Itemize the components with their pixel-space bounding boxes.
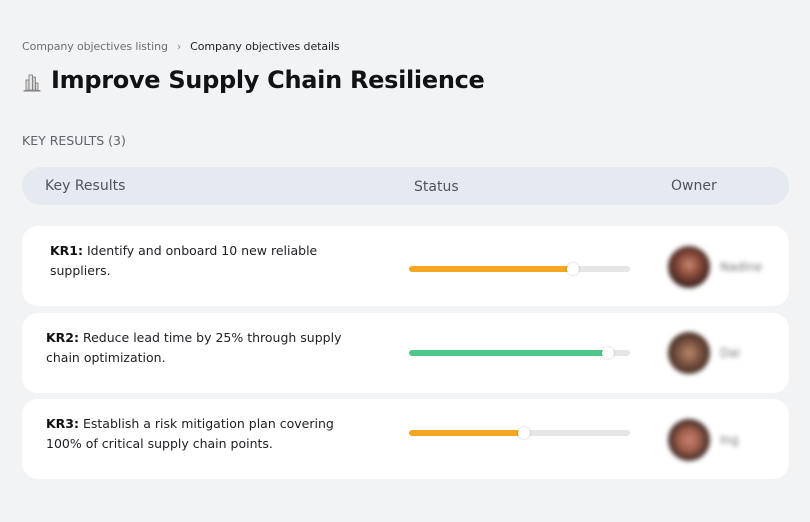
chevron-right-icon: ›: [176, 40, 182, 53]
owner-name: Nadine: [720, 260, 763, 274]
key-result-text: Establish a risk mitigation plan coverin…: [46, 416, 334, 451]
progress-slider[interactable]: [409, 263, 630, 275]
progress-thumb[interactable]: [566, 263, 579, 275]
key-result-description: KR2: Reduce lead time by 25% through sup…: [46, 328, 356, 368]
key-result-description: KR3: Establish a risk mitigation plan co…: [46, 414, 356, 454]
key-result-description: KR1: Identify and onboard 10 new reliabl…: [50, 241, 360, 281]
column-header-status: Status: [414, 179, 459, 195]
key-result-id: KR1:: [50, 243, 84, 258]
table-header: Key Results Status Owner: [22, 167, 789, 205]
key-result-id: KR3:: [46, 416, 80, 431]
breadcrumb-parent-link[interactable]: Company objectives listing: [22, 40, 168, 53]
owner[interactable]: Dai: [668, 332, 740, 374]
column-header-owner: Owner: [671, 178, 717, 194]
buildings-icon: [22, 71, 42, 93]
progress-thumb[interactable]: [517, 427, 530, 439]
progress-fill: [409, 266, 573, 272]
key-result-row[interactable]: KR3: Establish a risk mitigation plan co…: [22, 399, 789, 479]
owner-name: Dai: [720, 346, 740, 360]
title-row: Improve Supply Chain Resilience: [22, 66, 485, 94]
key-result-id: KR2:: [46, 330, 80, 345]
progress-slider[interactable]: [409, 347, 630, 359]
progress-slider[interactable]: [409, 427, 630, 439]
owner[interactable]: Nadine: [668, 246, 762, 288]
page-title: Improve Supply Chain Resilience: [51, 66, 485, 94]
key-result-text: Identify and onboard 10 new reliable sup…: [50, 243, 318, 278]
key-result-row[interactable]: KR1: Identify and onboard 10 new reliabl…: [22, 226, 789, 306]
avatar: [668, 332, 710, 374]
progress-fill: [409, 350, 608, 356]
progress-fill: [409, 430, 524, 436]
column-header-key-results: Key Results: [45, 178, 126, 194]
owner-name: Ing: [720, 433, 739, 447]
key-results-count-label: KEY RESULTS (3): [22, 133, 126, 148]
breadcrumb-current: Company objectives details: [190, 40, 340, 53]
progress-thumb[interactable]: [601, 347, 614, 359]
breadcrumb: Company objectives listing › Company obj…: [22, 40, 340, 53]
avatar: [668, 419, 710, 461]
key-result-row[interactable]: KR2: Reduce lead time by 25% through sup…: [22, 313, 789, 393]
key-result-text: Reduce lead time by 25% through supply c…: [46, 330, 342, 365]
owner[interactable]: Ing: [668, 419, 739, 461]
avatar: [668, 246, 710, 288]
